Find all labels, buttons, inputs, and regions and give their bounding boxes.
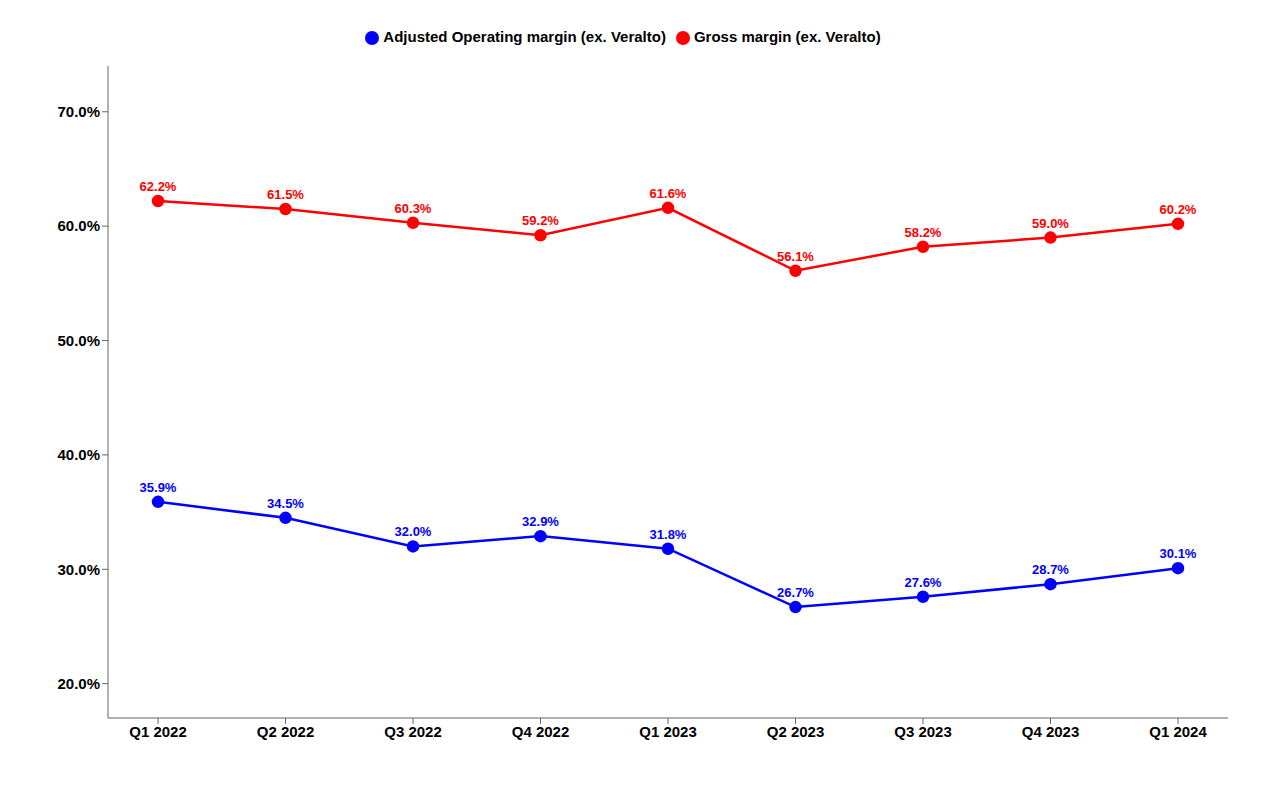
svg-text:Q3 2022: Q3 2022 xyxy=(384,723,442,740)
svg-text:Q2 2023: Q2 2023 xyxy=(767,723,825,740)
svg-text:27.6%: 27.6% xyxy=(905,575,942,590)
svg-text:60.0%: 60.0% xyxy=(57,217,100,234)
svg-text:70.0%: 70.0% xyxy=(57,103,100,120)
svg-text:60.3%: 60.3% xyxy=(395,201,432,216)
svg-text:50.0%: 50.0% xyxy=(57,332,100,349)
svg-text:61.5%: 61.5% xyxy=(267,187,304,202)
svg-text:59.2%: 59.2% xyxy=(522,213,559,228)
svg-text:61.6%: 61.6% xyxy=(650,186,687,201)
svg-text:31.8%: 31.8% xyxy=(650,527,687,542)
html-text:Gross margin (ex. Veralto): Gross margin (ex. Veralto) xyxy=(693,28,881,45)
svg-text:26.7%: 26.7% xyxy=(777,585,814,600)
svg-text:Q1 2023: Q1 2023 xyxy=(639,723,697,740)
svg-text:60.2%: 60.2% xyxy=(1160,202,1197,217)
svg-text:56.1%: 56.1% xyxy=(777,249,814,264)
svg-text:32.9%: 32.9% xyxy=(522,514,559,529)
svg-text:58.2%: 58.2% xyxy=(905,225,942,240)
svg-text:35.9%: 35.9% xyxy=(140,480,177,495)
svg-text:Q4 2023: Q4 2023 xyxy=(1022,723,1080,740)
svg-text:30.1%: 30.1% xyxy=(1160,546,1197,561)
svg-text:Q1 2022: Q1 2022 xyxy=(129,723,187,740)
svg-text:32.0%: 32.0% xyxy=(395,524,432,539)
html-text:Adjusted Operating margin (ex.: Adjusted Operating margin (ex. Veralto) xyxy=(383,28,666,45)
svg-text:59.0%: 59.0% xyxy=(1032,216,1069,231)
svg-text:34.5%: 34.5% xyxy=(267,496,304,511)
svg-text:Q2 2022: Q2 2022 xyxy=(257,723,315,740)
svg-text:40.0%: 40.0% xyxy=(57,446,100,463)
svg-text:Q1 2024: Q1 2024 xyxy=(1149,723,1207,740)
svg-text:62.2%: 62.2% xyxy=(140,179,177,194)
svg-text:Q3 2023: Q3 2023 xyxy=(894,723,952,740)
svg-text:28.7%: 28.7% xyxy=(1032,562,1069,577)
svg-text:30.0%: 30.0% xyxy=(57,561,100,578)
svg-text:Q4 2022: Q4 2022 xyxy=(512,723,570,740)
svg-text:20.0%: 20.0% xyxy=(57,675,100,692)
